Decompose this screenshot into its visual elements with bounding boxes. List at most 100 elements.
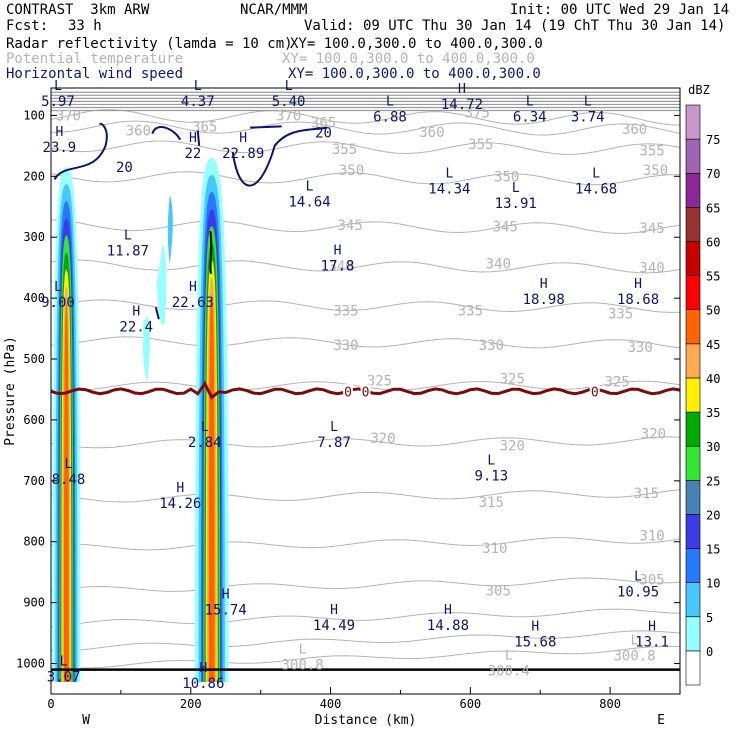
theta-label: 360 <box>126 124 151 140</box>
wind-extremum-marker: H <box>634 277 642 292</box>
reflectivity-cell-weak <box>156 243 167 325</box>
wind-extremum-value: 11.87 <box>107 243 149 259</box>
theta-label: 310 <box>482 541 507 557</box>
forecast-hour: 33 h <box>68 18 102 34</box>
theta-label: 370 <box>276 108 301 124</box>
wind-extremum-value: 9.13 <box>474 469 508 485</box>
colorbar-swatch <box>685 343 701 379</box>
colorbar-tick-label: 65 <box>706 201 720 215</box>
wind-extremum-value: 13.91 <box>495 196 537 212</box>
colorbar-tick-label: 0 <box>706 645 713 659</box>
y-tick-label: 500 <box>23 352 45 366</box>
theta-label: 330 <box>479 338 504 354</box>
theta-contour-310 <box>50 608 681 628</box>
colorbar-tick-label: 45 <box>706 338 720 352</box>
theta-label: 340 <box>486 256 511 272</box>
wind-extremum-marker: L <box>592 166 600 181</box>
colorbar-tick-label: 75 <box>706 133 720 147</box>
theta-extremum-marker: L <box>505 649 513 664</box>
wind-extremum-marker: L <box>124 228 132 243</box>
institution-label: NCAR/MMM <box>240 2 308 18</box>
wind-contour-20 <box>151 126 201 146</box>
y-tick-label: 1000 <box>16 657 45 671</box>
wind-extremum-value: 14.72 <box>441 97 483 113</box>
wind-contour-20 <box>250 125 282 129</box>
wind-extremum-value: 18.68 <box>617 292 659 308</box>
y-tick-label: 600 <box>23 413 45 427</box>
wind-contour-20 <box>231 126 328 187</box>
wind-extremum-marker: H <box>330 603 338 618</box>
theta-label: 355 <box>639 144 664 160</box>
wind-extremum-value: 3.74 <box>571 109 605 125</box>
wind-extremum-marker: H <box>239 131 247 146</box>
colorbar-tick-label: 55 <box>706 270 720 284</box>
wind-extremum-marker: L <box>201 420 209 435</box>
wind-extremum-marker: L <box>584 94 592 109</box>
wind-extremum-value: 14.34 <box>428 181 470 197</box>
wind-extremum-marker: L <box>487 454 495 469</box>
y-tick-label: 700 <box>23 474 45 488</box>
theta-contour-360 <box>50 171 680 186</box>
wind-extremum-marker: H <box>458 82 466 97</box>
wind-contour-20 <box>53 122 108 180</box>
zero-line-label: 0 <box>362 385 370 400</box>
y-tick-label: 300 <box>23 230 45 244</box>
colorbar-swatch <box>685 514 701 549</box>
wind-extremum-value: 10.86 <box>182 676 224 692</box>
wind-extremum-value: 3.07 <box>47 670 81 686</box>
theta-extremum-value: 300.4 <box>488 664 530 680</box>
theta-label: 350 <box>339 163 364 179</box>
theta-label: 330 <box>628 340 653 356</box>
colorbar-swatch <box>685 275 701 311</box>
field-xy-reflectivity: XY= 100.0,300.0 to 400.0,300.0 <box>290 36 543 52</box>
plot-frame <box>50 87 681 695</box>
colorbar-swatch <box>685 207 701 242</box>
wind-extremum-value: 5.40 <box>272 94 306 110</box>
theta-label: 325 <box>367 373 392 389</box>
x-tick-label: 400 <box>320 697 342 711</box>
theta-extremum-marker: L <box>631 633 639 648</box>
colorbar-tick-label: 40 <box>706 372 720 386</box>
theta-contour-355 <box>50 219 681 234</box>
wind-extremum-value: 7.87 <box>317 435 351 451</box>
x-tick-label: 800 <box>599 697 621 711</box>
wind-contour-label: 20 <box>116 160 133 176</box>
colorbar-tick-label: 50 <box>706 304 720 318</box>
theta-contour-375 <box>50 109 681 126</box>
theta-label: 310 <box>639 529 664 545</box>
wind-extremum-marker: H <box>444 603 452 618</box>
colorbar-tick-label: 20 <box>706 508 720 522</box>
colorbar-tick-label: 30 <box>706 440 720 454</box>
theta-label: 345 <box>493 219 518 235</box>
wind-contour-label: 20 <box>315 125 332 141</box>
valid-time: Valid: 09 UTC Thu 30 Jan 14 (19 ChT Thu … <box>304 18 726 34</box>
colorbar-swatch <box>685 309 701 345</box>
field-name-theta: Potential temperature <box>6 51 184 67</box>
wind-extremum-value: 10.95 <box>617 584 659 600</box>
wind-extremum-value: 18.98 <box>523 292 565 308</box>
wind-extremum-marker: L <box>445 166 453 181</box>
wind-extremum-marker: H <box>55 125 63 140</box>
theta-label: 305 <box>486 583 511 599</box>
colorbar-swatch <box>685 377 701 413</box>
theta-label: 340 <box>328 259 353 275</box>
colorbar-unit: dBZ <box>688 83 710 97</box>
colorbar-swatch <box>685 241 701 276</box>
theta-label: 315 <box>634 486 659 502</box>
wind-extremum-marker: H <box>132 305 140 320</box>
wind-extremum-value: 17.8 <box>321 259 355 275</box>
wind-extremum-marker: L <box>306 180 314 195</box>
wind-extremum-marker: L <box>54 280 62 295</box>
wind-extremum-value: 14.88 <box>427 618 469 634</box>
zero-line-label: 0 <box>344 385 352 400</box>
theta-label: 325 <box>500 372 525 388</box>
wind-extremum-marker: L <box>512 181 520 196</box>
y-tick-label: 900 <box>23 596 45 610</box>
zero-label-bg <box>343 384 354 399</box>
theta-label: 315 <box>479 495 504 511</box>
colorbar-swatch <box>685 104 701 140</box>
wind-extremum-marker: L <box>330 420 338 435</box>
wind-extremum-value: 15.74 <box>205 603 247 619</box>
colorbar-swatch <box>685 138 701 174</box>
theta-contour-300 <box>50 645 681 669</box>
